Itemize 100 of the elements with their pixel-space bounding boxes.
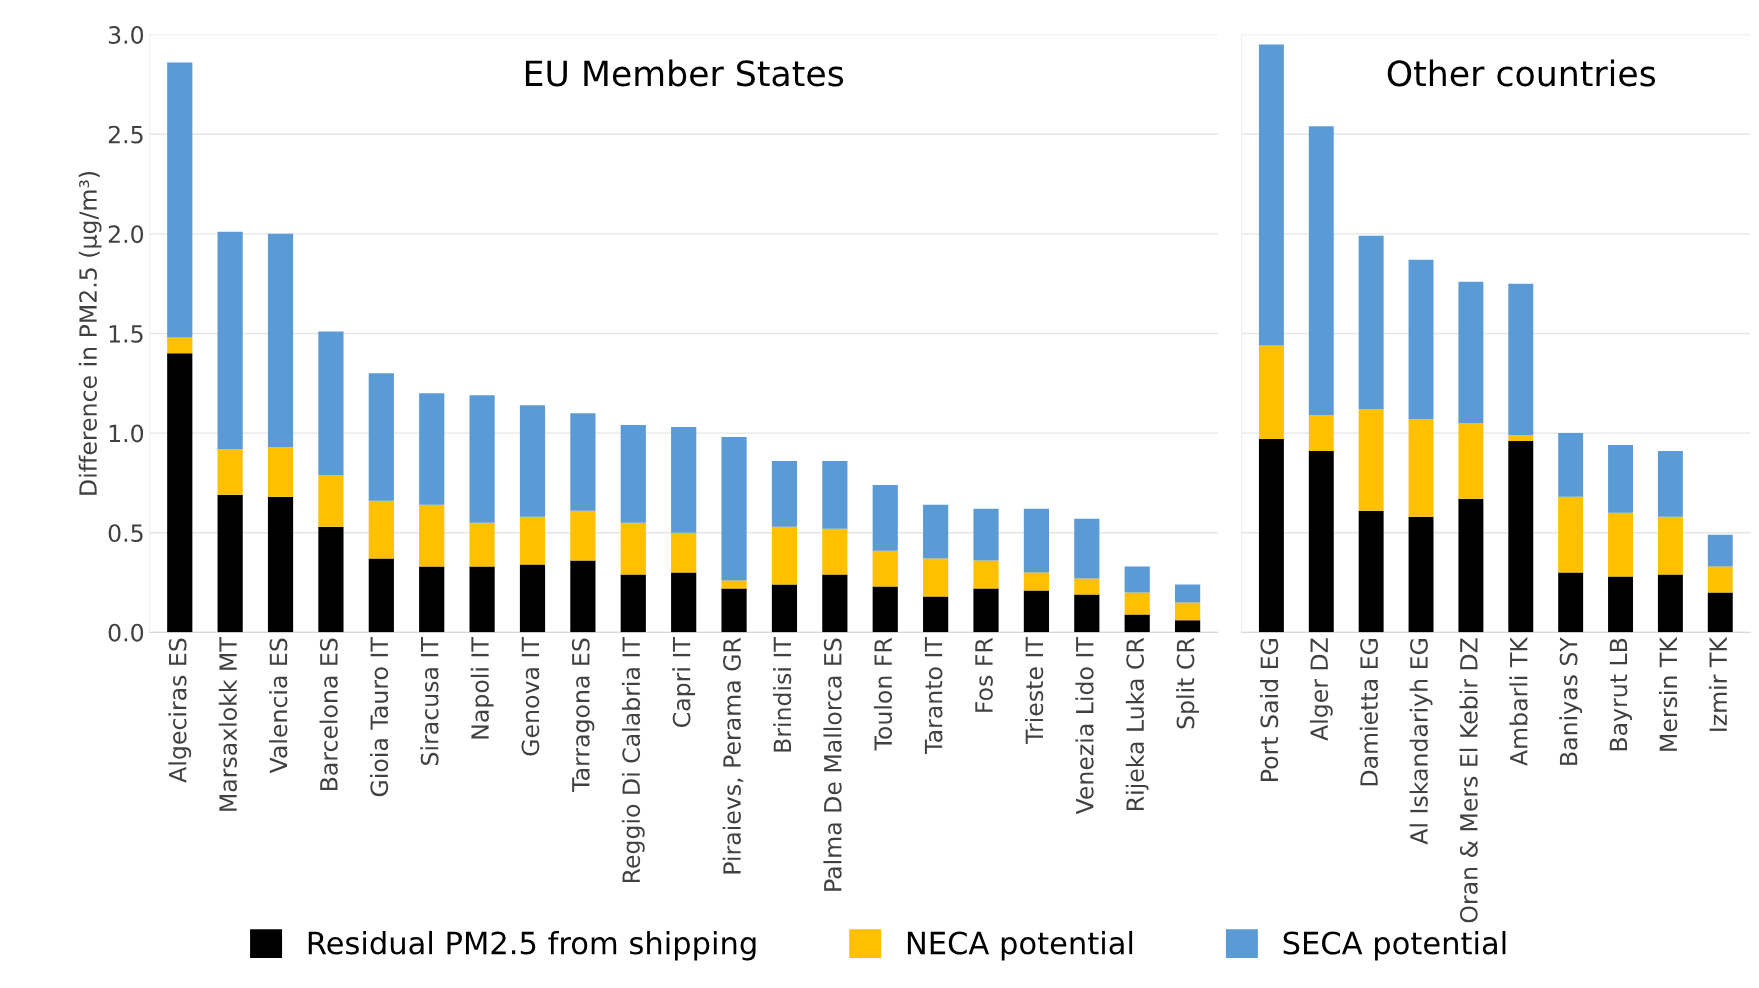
bar (217, 231, 243, 450)
y-tick-label: 1.0 (109, 424, 144, 443)
bar (318, 526, 344, 633)
y-tick-label: 0.5 (108, 524, 143, 542)
x-tick-label: Trieste IT (1024, 637, 1044, 744)
x-tick-label: Split CR (1176, 637, 1200, 729)
bar (1124, 566, 1150, 593)
x-tick-label: Napoli IT (470, 637, 494, 739)
bar (1175, 584, 1201, 603)
bar (1124, 592, 1150, 615)
x-tick-label: Venezia Lido IT (1075, 637, 1094, 815)
x-tick-label: Izmir TK (1708, 636, 1727, 731)
bar (267, 447, 294, 497)
bar (1408, 516, 1434, 633)
bar (1358, 235, 1384, 410)
bar (318, 331, 344, 475)
bar (771, 460, 798, 527)
bar (267, 233, 294, 448)
bar (1657, 451, 1683, 517)
legend-label: Residual PM2.5 from shipping (308, 930, 756, 961)
x-tick-label: Taranto IT (924, 637, 943, 754)
x-tick-label: Brindisi IT (773, 637, 792, 752)
bar (167, 62, 193, 338)
bar (1258, 439, 1284, 633)
bar (1558, 572, 1584, 633)
x-tick-label: Mersin TK (1658, 636, 1678, 751)
bar (419, 566, 445, 633)
bar (1023, 508, 1050, 573)
y-tick-label: 0.0 (108, 623, 144, 642)
bar (1508, 441, 1534, 633)
bar (267, 496, 294, 633)
bar (217, 494, 243, 633)
legend-label: NECA potential (907, 930, 1133, 961)
bar (973, 560, 999, 589)
bar (167, 337, 193, 354)
bar (822, 460, 848, 529)
bar (1258, 345, 1284, 440)
x-tick-label: Baniyas SY (1559, 637, 1583, 765)
bar (1175, 620, 1201, 633)
y-tick-label: 1.5 (109, 325, 143, 343)
bar (1558, 496, 1584, 573)
bar (519, 564, 546, 633)
bar (973, 588, 999, 633)
bar (822, 574, 848, 633)
bar (671, 532, 697, 573)
x-tick-label: Port Said EG (1259, 639, 1279, 781)
x-tick-label: Reggio Di Calabria IT (621, 637, 645, 883)
x-tick-label: Alger DZ (1309, 638, 1333, 741)
annotation: Other countries (1387, 59, 1656, 87)
bar (1608, 445, 1633, 513)
bar (721, 580, 747, 589)
bar (1023, 572, 1050, 591)
x-tick-label: Al Iskandariyh EG (1409, 639, 1433, 845)
x-tick-label: Barcelona ES (319, 638, 338, 791)
bar (721, 437, 747, 581)
x-tick-label: Toulon FR (873, 637, 893, 751)
bar (570, 510, 596, 561)
bar (1657, 516, 1683, 575)
y-tick-label: 3.0 (108, 26, 144, 44)
bar (1074, 578, 1100, 595)
bar (721, 588, 747, 633)
bar (1558, 433, 1584, 497)
bar (1657, 574, 1683, 633)
bar (469, 522, 495, 567)
x-tick-label: Damietta EG (1359, 639, 1379, 786)
bar (1508, 283, 1534, 436)
bar (671, 572, 697, 633)
bar (1258, 44, 1284, 346)
bar (1074, 594, 1100, 633)
bar (167, 353, 193, 633)
bar (1358, 510, 1384, 633)
x-tick-label: Tarragona ES (571, 638, 595, 792)
bar (1308, 126, 1334, 416)
bar (620, 425, 646, 523)
bar (318, 474, 344, 527)
bar (1175, 602, 1201, 621)
bar (872, 484, 898, 551)
bar (872, 550, 898, 587)
bar (1707, 592, 1733, 633)
bar (923, 558, 949, 597)
bar (620, 522, 646, 575)
bar (1124, 614, 1150, 633)
x-tick-label: Ambarli TK (1509, 636, 1528, 766)
bar (620, 574, 646, 633)
bar (419, 504, 445, 567)
bar (1707, 566, 1733, 593)
bar (368, 500, 394, 559)
bar (217, 449, 243, 495)
y-axis-title: Difference in PM2.5 (µg/m³) (78, 171, 102, 495)
bar (1308, 451, 1334, 633)
x-tick-label: Valencia ES (269, 638, 288, 774)
bar (872, 586, 898, 633)
x-tick-label: Genova IT (521, 637, 540, 756)
bar (771, 584, 798, 633)
bar (1358, 409, 1384, 511)
x-tick-label: Gioia Tauro IT (369, 637, 389, 797)
bar (1508, 435, 1534, 442)
bar (570, 413, 596, 511)
bar (1458, 498, 1484, 633)
x-tick-label: Oran & Mers El Kebir DZ (1459, 638, 1478, 923)
